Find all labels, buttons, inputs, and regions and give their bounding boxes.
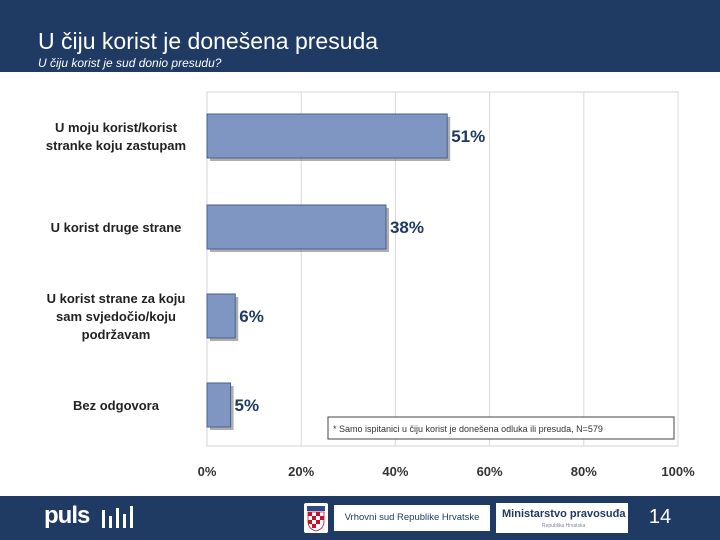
category-labels: U moju korist/korist stranke koju zastupa…: [46, 120, 186, 413]
croatian-crest-icon: [304, 503, 328, 533]
annotation-box: [327, 416, 675, 440]
bar: [206, 382, 232, 428]
bar-chart: U moju korist/korist stranke koju zastupa…: [46, 91, 695, 479]
x-tick-label: 40%: [382, 464, 408, 479]
slide-title: U čiju korist je donešena presuda: [38, 28, 379, 54]
chart-annotation-box: * Samo ispitanici u čiju korist je doneš…: [327, 416, 675, 440]
value-label: 51%: [451, 127, 485, 146]
supreme-court-label: Vrhovni sud Republike Hrvatske: [334, 505, 490, 531]
category-label: Bez odgovora: [73, 398, 160, 413]
slide-header: U čiju korist je donešena presuda U čiju…: [0, 0, 720, 72]
bar: [206, 113, 448, 159]
ministry-name: Ministarstvo pravosuđa: [502, 508, 626, 520]
x-tick-label: 20%: [288, 464, 314, 479]
slide-subtitle: U čiju korist je sud donio presudu?: [38, 56, 222, 70]
value-label: 6%: [239, 307, 264, 326]
category-label: U korist druge strane: [51, 220, 182, 235]
bar: [206, 204, 387, 250]
chart-bars: [206, 113, 451, 430]
value-labels: 51% 38% 6% 5%: [235, 127, 486, 415]
x-tick-label: 80%: [571, 464, 597, 479]
value-label: 38%: [390, 218, 424, 237]
x-tick-labels: 0% 20% 40% 60% 80% 100%: [198, 464, 695, 479]
x-tick-label: 60%: [477, 464, 503, 479]
annotation-text: * Samo ispitanici u čiju korist je doneš…: [333, 424, 603, 434]
puls-logo-bars-icon: [102, 506, 133, 528]
ministry-subtitle: Republika Hrvatska: [542, 523, 586, 529]
x-tick-label: 0%: [198, 464, 217, 479]
category-label: U korist strane za koju sam svjedočio/koj…: [47, 291, 186, 342]
category-label: U moju korist/korist stranke koju zastupa…: [46, 120, 186, 153]
x-tick-label: 100%: [661, 464, 695, 479]
value-label: 5%: [235, 396, 260, 415]
page-number: 14: [648, 506, 672, 528]
puls-logo: puls: [44, 502, 90, 529]
bar: [206, 293, 236, 339]
slide-footer: puls Vrhovni sud Republike Hrvatske Mini…: [0, 496, 720, 540]
ministry-logo: Ministarstvo pravosuđa Republika Hrvatsk…: [496, 503, 628, 533]
